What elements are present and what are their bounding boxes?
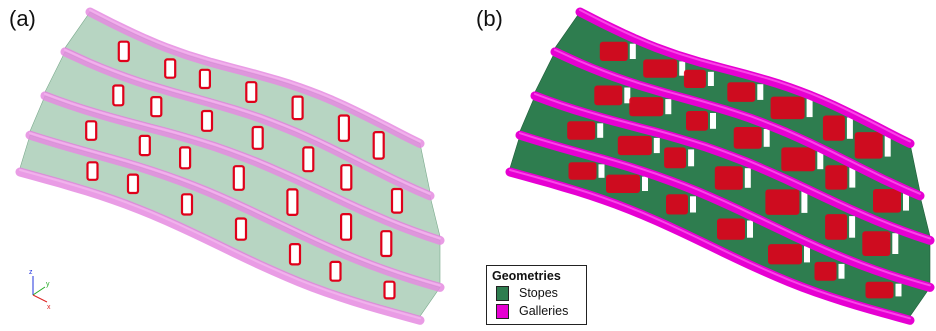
panel-a-label: (a)	[9, 6, 36, 31]
legend-item-stopes: Stopes	[492, 284, 581, 302]
panel-b-label: (b)	[476, 6, 503, 31]
axis-y-label: y	[46, 281, 50, 288]
panel-b-solid-model	[505, 7, 935, 325]
galleries-label: Galleries	[519, 304, 569, 318]
axis-z-label: z	[29, 269, 33, 276]
panel-a-translucent-model	[15, 7, 445, 325]
legend-title: Geometries	[492, 269, 561, 283]
legend-item-galleries: Galleries	[492, 302, 581, 320]
stopes-swatch	[496, 285, 509, 301]
axis-triad-icon: z y x	[29, 269, 51, 311]
geometries-legend: Geometries Stopes Galleries	[486, 265, 587, 325]
stopes-label: Stopes	[519, 286, 558, 300]
axis-x-label: x	[47, 304, 51, 311]
galleries-swatch	[496, 303, 509, 319]
